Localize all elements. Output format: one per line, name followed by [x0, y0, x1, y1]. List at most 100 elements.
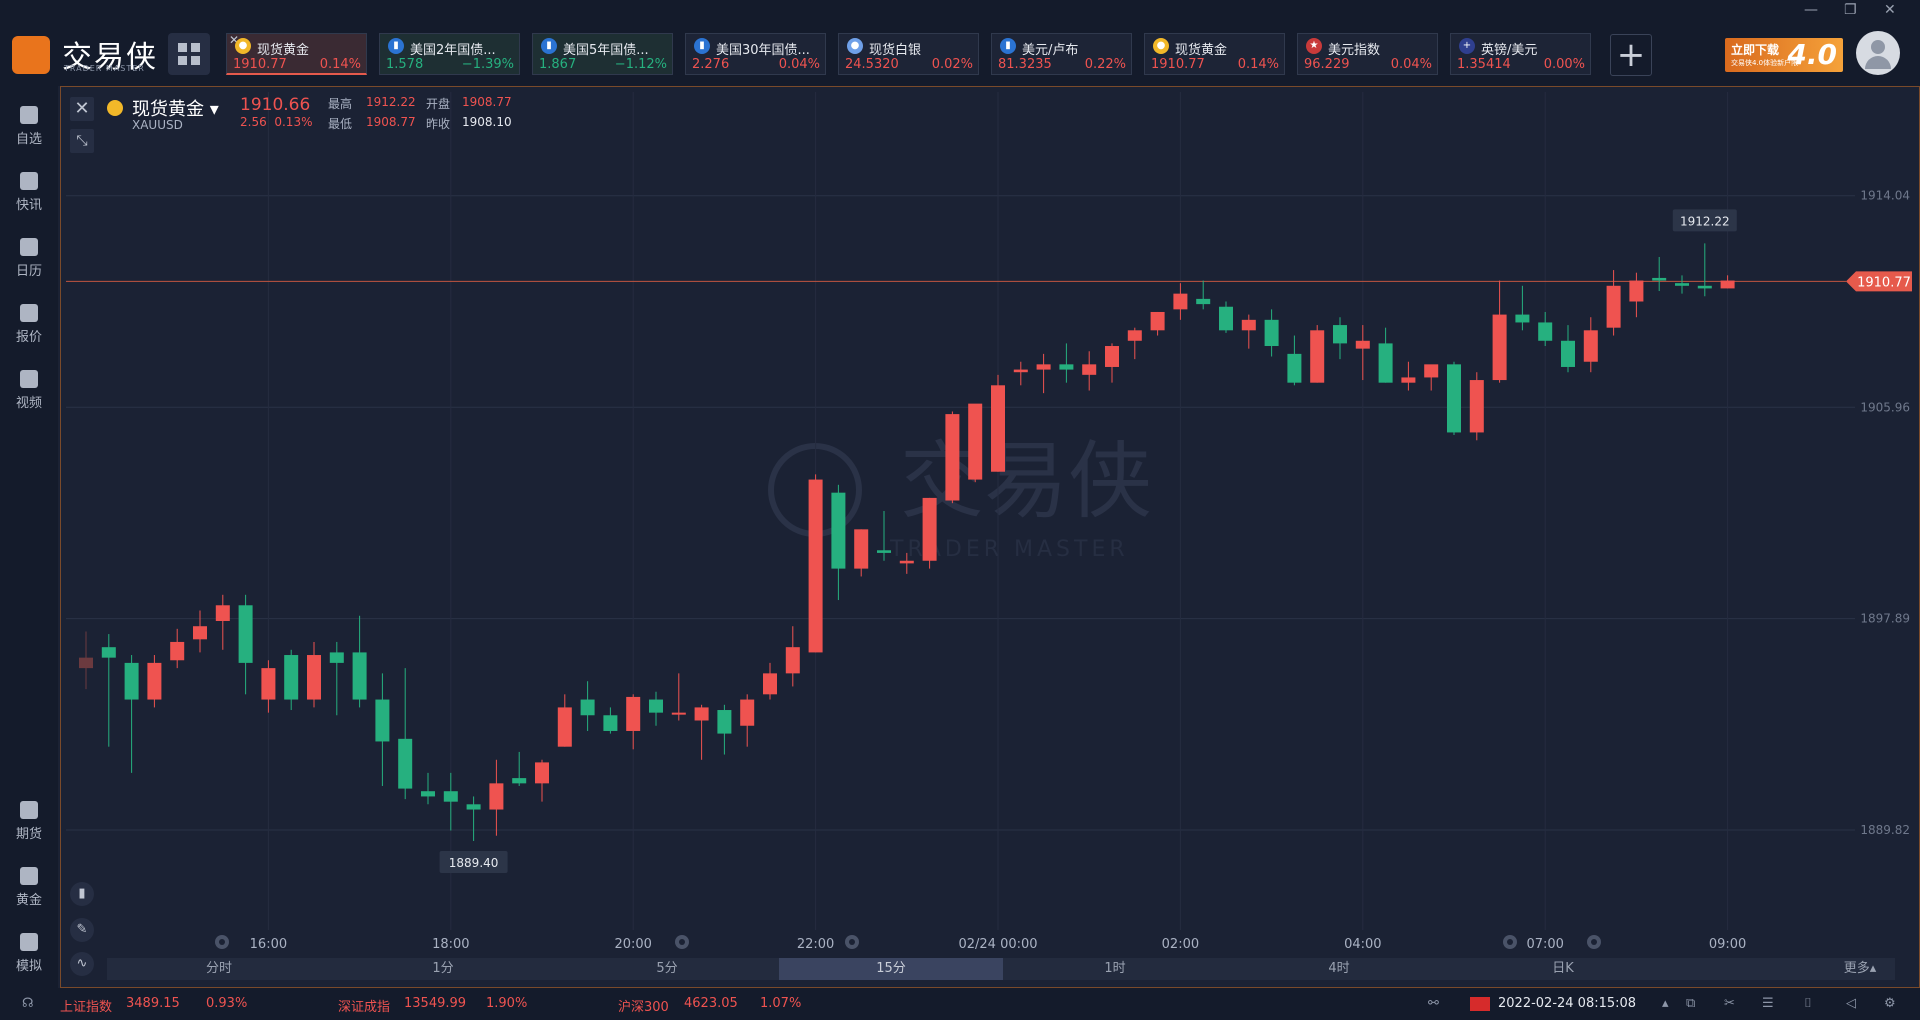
quote-tab-price: 1910.77 [233, 57, 287, 72]
index-change: 1.07% [760, 996, 802, 1011]
quote-tab-name: 美国5年国债... [563, 43, 649, 58]
period-5[interactable]: 4时 [1328, 961, 1350, 976]
add-tab-button[interactable]: + [1610, 34, 1652, 76]
close-window-button[interactable]: ✕ [1884, 2, 1896, 18]
candle-body [375, 699, 390, 742]
period-6[interactable]: 日K [1552, 961, 1574, 976]
promo-subtitle: 交易侠4.0体验新户限 [1731, 59, 1799, 67]
event-marker-dot [219, 939, 225, 945]
candle-body [79, 657, 93, 669]
sidebar-item-bookmark[interactable]: 自选 [0, 96, 58, 152]
period-2[interactable]: 5分 [656, 961, 678, 976]
quote-tab[interactable]: ★ 美元指数 96.229 0.04% [1297, 33, 1438, 75]
close-chart-button[interactable]: ✕ [70, 97, 94, 121]
indicator-tool-icon[interactable]: ▮ [70, 882, 94, 906]
quote-tab[interactable]: ▮ 美国2年国债... 1.578 −1.39% [379, 33, 520, 75]
period-3[interactable]: 15分 [779, 958, 1003, 980]
x-tick-label: 09:00 [1709, 937, 1746, 952]
period-1[interactable]: 1分 [432, 961, 454, 976]
candle-body [421, 791, 435, 797]
minimize-button[interactable]: — [1804, 2, 1818, 18]
promo-title: 立即下载 [1731, 43, 1780, 57]
prev-close-value: 1908.10 [462, 115, 512, 129]
candle-body [1173, 293, 1188, 310]
candle-body [215, 605, 230, 621]
gold-coin-icon: ● [235, 38, 251, 54]
quote-tab[interactable]: ▮ 美国5年国债... 1.867 −1.12% [532, 33, 673, 75]
candle-body [147, 662, 162, 700]
candle-body [1059, 364, 1074, 370]
candle-body [785, 647, 800, 674]
window-icon[interactable]: ⧉ [1686, 996, 1696, 1011]
bar-chart-icon: ▮ [694, 38, 710, 54]
chart-type-icon[interactable]: ∿ [70, 952, 94, 976]
bar-chart-icon: ▮ [388, 38, 404, 54]
candle-body [352, 652, 367, 700]
period-4[interactable]: 1时 [1104, 961, 1126, 976]
tools-icon[interactable]: ✂ [1724, 996, 1735, 1011]
sidebar-item-quote-chart[interactable]: 报价 [0, 294, 58, 350]
quote-tab[interactable]: ● 现货黄金 1910.77 0.14% [1144, 33, 1285, 75]
collapse-chart-button[interactable]: ⤡ [70, 129, 94, 153]
candle-body [238, 605, 253, 663]
y-tick-label: 1905.96 [1860, 400, 1910, 414]
quote-tab[interactable]: + 英镑/美元 1.35414 0.00% [1450, 33, 1591, 75]
gold-coin-icon [107, 100, 123, 116]
current-price-tag [1846, 271, 1912, 292]
candle-body [1675, 283, 1689, 286]
candle-body [899, 560, 914, 564]
sidebar-item-label: 日历 [15, 264, 42, 279]
y-tick-label: 1889.82 [1860, 823, 1910, 837]
layout-grid-button[interactable] [168, 33, 210, 75]
quote-tab[interactable]: ▮ 美国30年国债... 2.276 0.04% [685, 33, 826, 75]
china-flag-icon [1470, 997, 1490, 1011]
index-name[interactable]: 上证指数 [60, 1000, 113, 1015]
sidebar-item-label: 黄金 [15, 893, 42, 908]
candle-body [740, 699, 755, 726]
quote-tab-change: 0.04% [1390, 57, 1432, 72]
futures-icon [20, 801, 38, 819]
restore-button[interactable]: ❐ [1844, 2, 1857, 18]
uk-flag-icon: + [1459, 38, 1475, 54]
camera-icon[interactable]: ⌷ [1804, 996, 1812, 1011]
quote-tab-name: 英镑/美元 [1481, 43, 1538, 58]
sidebar-item-news[interactable]: 快讯 [0, 162, 58, 218]
sidebar-item-gold[interactable]: 黄金 [0, 857, 58, 913]
sidebar-item-futures[interactable]: 期货 [0, 791, 58, 847]
mute-icon[interactable]: ◁ [1846, 996, 1856, 1011]
index-name[interactable]: 沪深300 [618, 1000, 669, 1015]
settings-icon[interactable]: ⚙ [1884, 996, 1896, 1011]
close-tab-icon[interactable]: ✕ [229, 33, 240, 47]
x-tick-label: 04:00 [1344, 937, 1381, 952]
sidebar-item-video[interactable]: 视频 [0, 360, 58, 416]
user-avatar[interactable] [1856, 31, 1900, 75]
list-icon[interactable]: ☰ [1762, 996, 1774, 1011]
draw-tool-icon[interactable]: ✎ [70, 918, 94, 942]
period-0[interactable]: 分时 [205, 961, 232, 976]
quote-tab[interactable]: ● 现货白银 24.5320 0.02% [838, 33, 979, 75]
sidebar-item-calendar[interactable]: 日历 [0, 228, 58, 284]
quote-tab[interactable]: ▮ 美元/卢布 81.3235 0.22% [991, 33, 1132, 75]
chevron-up-icon[interactable]: ▴ [1662, 996, 1669, 1011]
quote-tab-price: 2.276 [692, 57, 730, 72]
candle-body [1720, 280, 1735, 289]
download-promo-banner[interactable]: 立即下载 交易侠4.0体验新户限 4.0 [1725, 38, 1843, 72]
candle-body [1652, 277, 1667, 281]
gold-icon [20, 867, 38, 885]
quote-tab[interactable]: ✕ ● 现货黄金 1910.77 0.14% [226, 33, 367, 75]
period-7[interactable]: 更多▴ [1843, 961, 1877, 976]
sidebar-item-wallet[interactable]: 模拟 [0, 923, 58, 979]
signal-icon[interactable]: ⚯ [1428, 996, 1439, 1011]
headset-icon[interactable]: ☊ [22, 996, 34, 1011]
quote-tab-name: 美国2年国债... [410, 43, 496, 58]
x-tick-label: 22:00 [797, 937, 834, 952]
symbol-name[interactable]: 现货黄金 ▾ [132, 99, 219, 120]
index-name[interactable]: 深证成指 [338, 1000, 391, 1015]
x-tick-label: 02/24 00:00 [958, 937, 1037, 952]
sidebar-item-label: 期货 [15, 827, 42, 842]
candle-body [763, 673, 777, 695]
x-tick-label: 18:00 [432, 937, 469, 952]
candle-body [1127, 330, 1142, 341]
candle-body [1013, 369, 1028, 373]
